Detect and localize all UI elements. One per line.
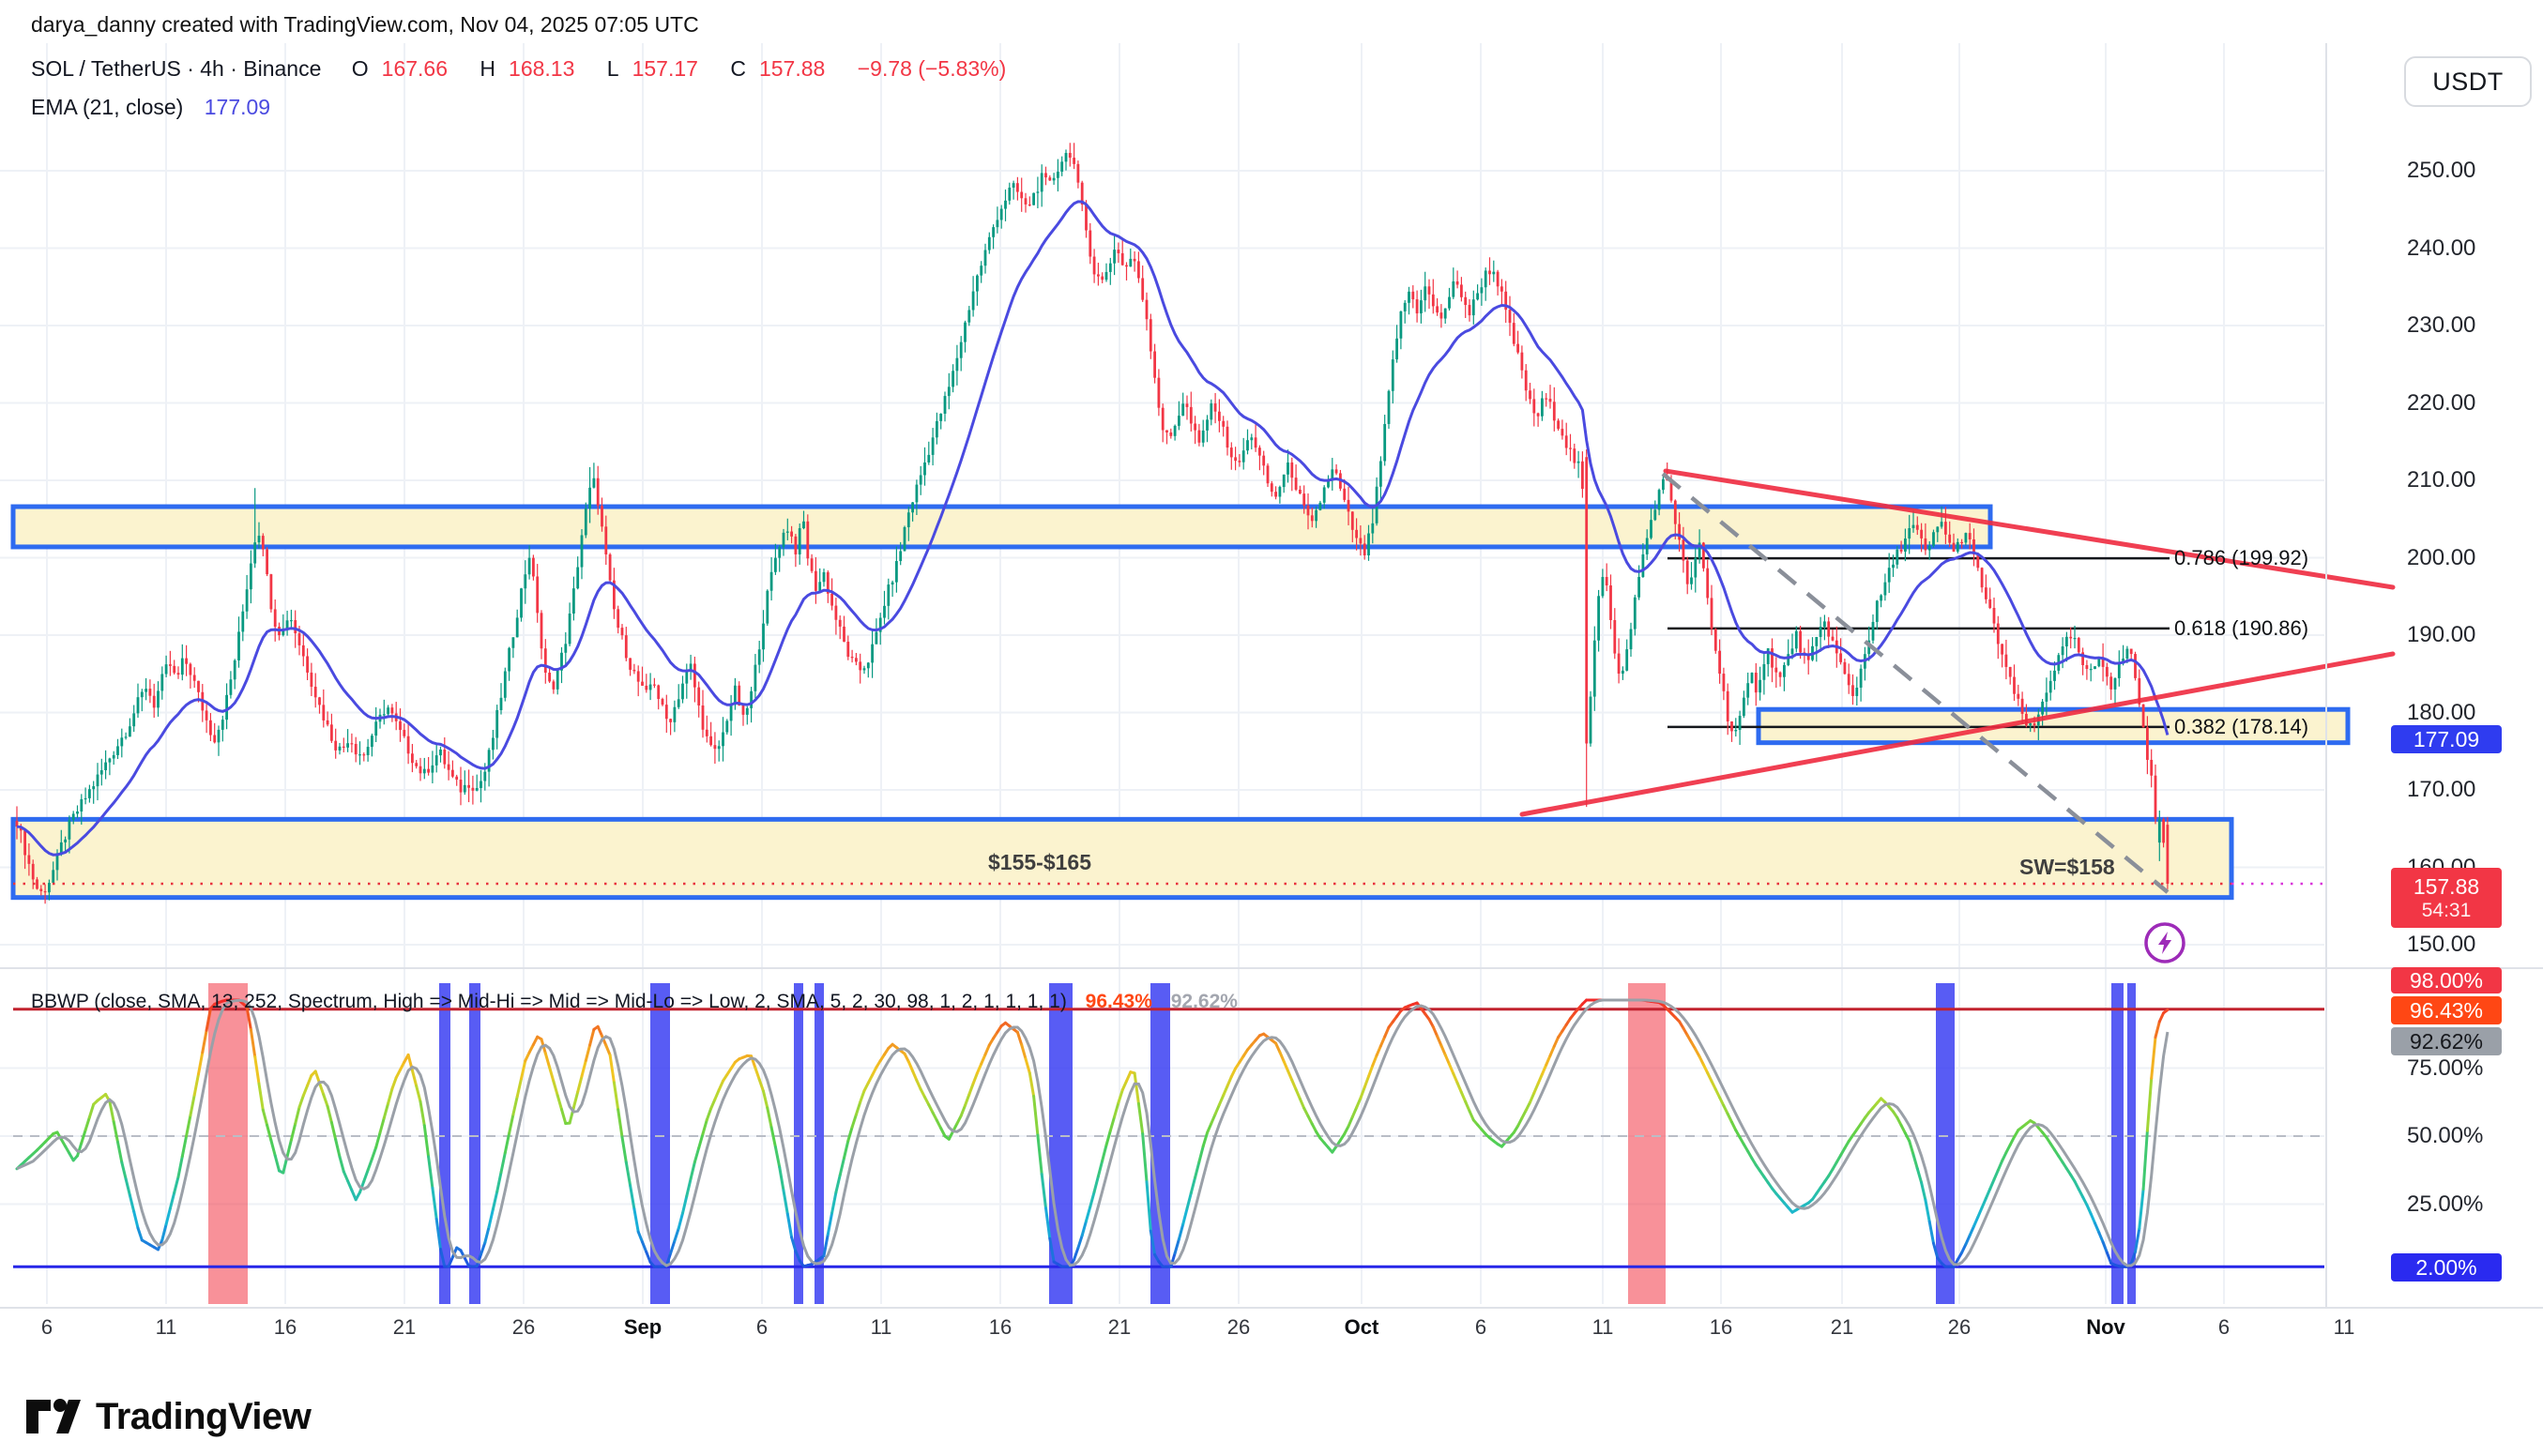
time-tick: 16 (988, 1315, 1013, 1339)
bbwp-low-badge: 2.00% (2391, 1253, 2502, 1282)
trendlines[interactable] (1519, 468, 2396, 894)
bbwp-line (15, 998, 2170, 1268)
sw-level-label: SW=$158 (2019, 855, 2115, 879)
demand-zone-label: $155-$165 (988, 850, 1091, 874)
ohlc-open: O 167.66 (351, 56, 449, 81)
fib-label: 0.618 (190.86) (2174, 615, 2309, 640)
time-tick: 26 (1226, 1315, 1251, 1339)
time-tick: 6 (40, 1315, 53, 1339)
time-tick: 16 (1709, 1315, 1733, 1339)
time-tick: 6 (2217, 1315, 2231, 1339)
price-tick: 230.00 (2407, 312, 2476, 338)
bbwp-ma-badge: 92.62% (2391, 1027, 2502, 1055)
fib-retracement[interactable] (1667, 556, 2170, 729)
price-tick: 220.00 (2407, 389, 2476, 416)
zone-supply (10, 504, 1993, 550)
flash-marker-icon[interactable] (2142, 920, 2187, 970)
price-tick: 190.00 (2407, 622, 2476, 647)
bbwp-ma-line (16, 998, 2170, 1267)
tradingview-logo[interactable]: TradingView (24, 1392, 312, 1441)
tradingview-logo-icon (26, 1399, 81, 1433)
credit-line: darya_danny created with TradingView.com… (31, 12, 699, 37)
ema-legend-value: 177.09 (204, 95, 271, 119)
time-tick: 16 (273, 1315, 297, 1339)
time-tick: 6 (1474, 1315, 1487, 1339)
time-tick: 11 (1591, 1315, 1614, 1339)
time-tick: Sep (623, 1315, 662, 1339)
ohlc-high: H 168.13 (480, 56, 575, 81)
ema-legend[interactable]: EMA (21, close) 177.09 (31, 95, 270, 120)
time-tick: Oct (1344, 1315, 1379, 1339)
bbwp-title: BBWP (close, SMA, 13, 252, Spectrum, Hig… (31, 991, 1067, 1012)
bbwp-extreme-bars (208, 983, 2136, 1304)
ema-legend-label: EMA (21, close) (31, 95, 184, 119)
fib-label: 0.382 (178.14) (2174, 714, 2309, 738)
zone-demand (10, 816, 2234, 901)
ema-price-badge: 177.09 (2391, 725, 2502, 753)
price-tick: 150.00 (2407, 932, 2476, 957)
ohlc-close: C 157.88 (730, 56, 826, 81)
bbwp-tick: 75.00% (2407, 1054, 2484, 1081)
price-tick: 180.00 (2407, 699, 2476, 725)
bbwp-legend[interactable]: BBWP (close, SMA, 13, 252, Spectrum, Hig… (31, 991, 1251, 1013)
ema-line[interactable] (16, 200, 2170, 857)
time-tick: 21 (1107, 1315, 1132, 1339)
fib-label: 0.786 (199.92) (2174, 546, 2309, 570)
price-tick: 170.00 (2407, 777, 2476, 802)
price-tick: 200.00 (2407, 544, 2476, 570)
currency-toggle-button[interactable]: USDT (2404, 56, 2532, 107)
tradingview-logo-text: TradingView (96, 1395, 312, 1437)
bbwp-ma-value: 92.62% (1170, 991, 1238, 1012)
bbwp-current-value: 96.43% (1085, 991, 1152, 1012)
time-tick: 26 (511, 1315, 536, 1339)
bbwp-tick: 50.00% (2407, 1123, 2484, 1148)
time-tick: 21 (392, 1315, 417, 1339)
time-tick: 26 (1947, 1315, 1972, 1339)
bbwp-high-badge: 98.00% (2391, 967, 2502, 993)
bbwp-tick: 25.00% (2407, 1191, 2484, 1217)
time-tick: Nov (2086, 1315, 2125, 1339)
bbwp-current-badge: 96.43% (2391, 996, 2502, 1024)
supply-demand-zones[interactable] (10, 504, 2351, 901)
time-tick: 21 (1830, 1315, 1854, 1339)
price-tick: 250.00 (2407, 158, 2476, 183)
time-tick: 11 (155, 1315, 177, 1339)
ohlc-low: L 157.17 (606, 56, 698, 81)
time-tick: 6 (755, 1315, 769, 1339)
last-price-badge: 157.88 54:31 (2391, 868, 2502, 928)
price-tick: 240.00 (2407, 235, 2476, 261)
ohlc-change: −9.78 (−5.83%) (857, 56, 1007, 81)
time-tick: 11 (2333, 1315, 2355, 1339)
price-tick: 210.00 (2407, 467, 2476, 493)
symbol-title[interactable]: SOL / TetherUS · 4h · Binance (31, 56, 322, 81)
dashed-trendline[interactable] (1661, 472, 2170, 894)
time-tick: 11 (870, 1315, 892, 1339)
